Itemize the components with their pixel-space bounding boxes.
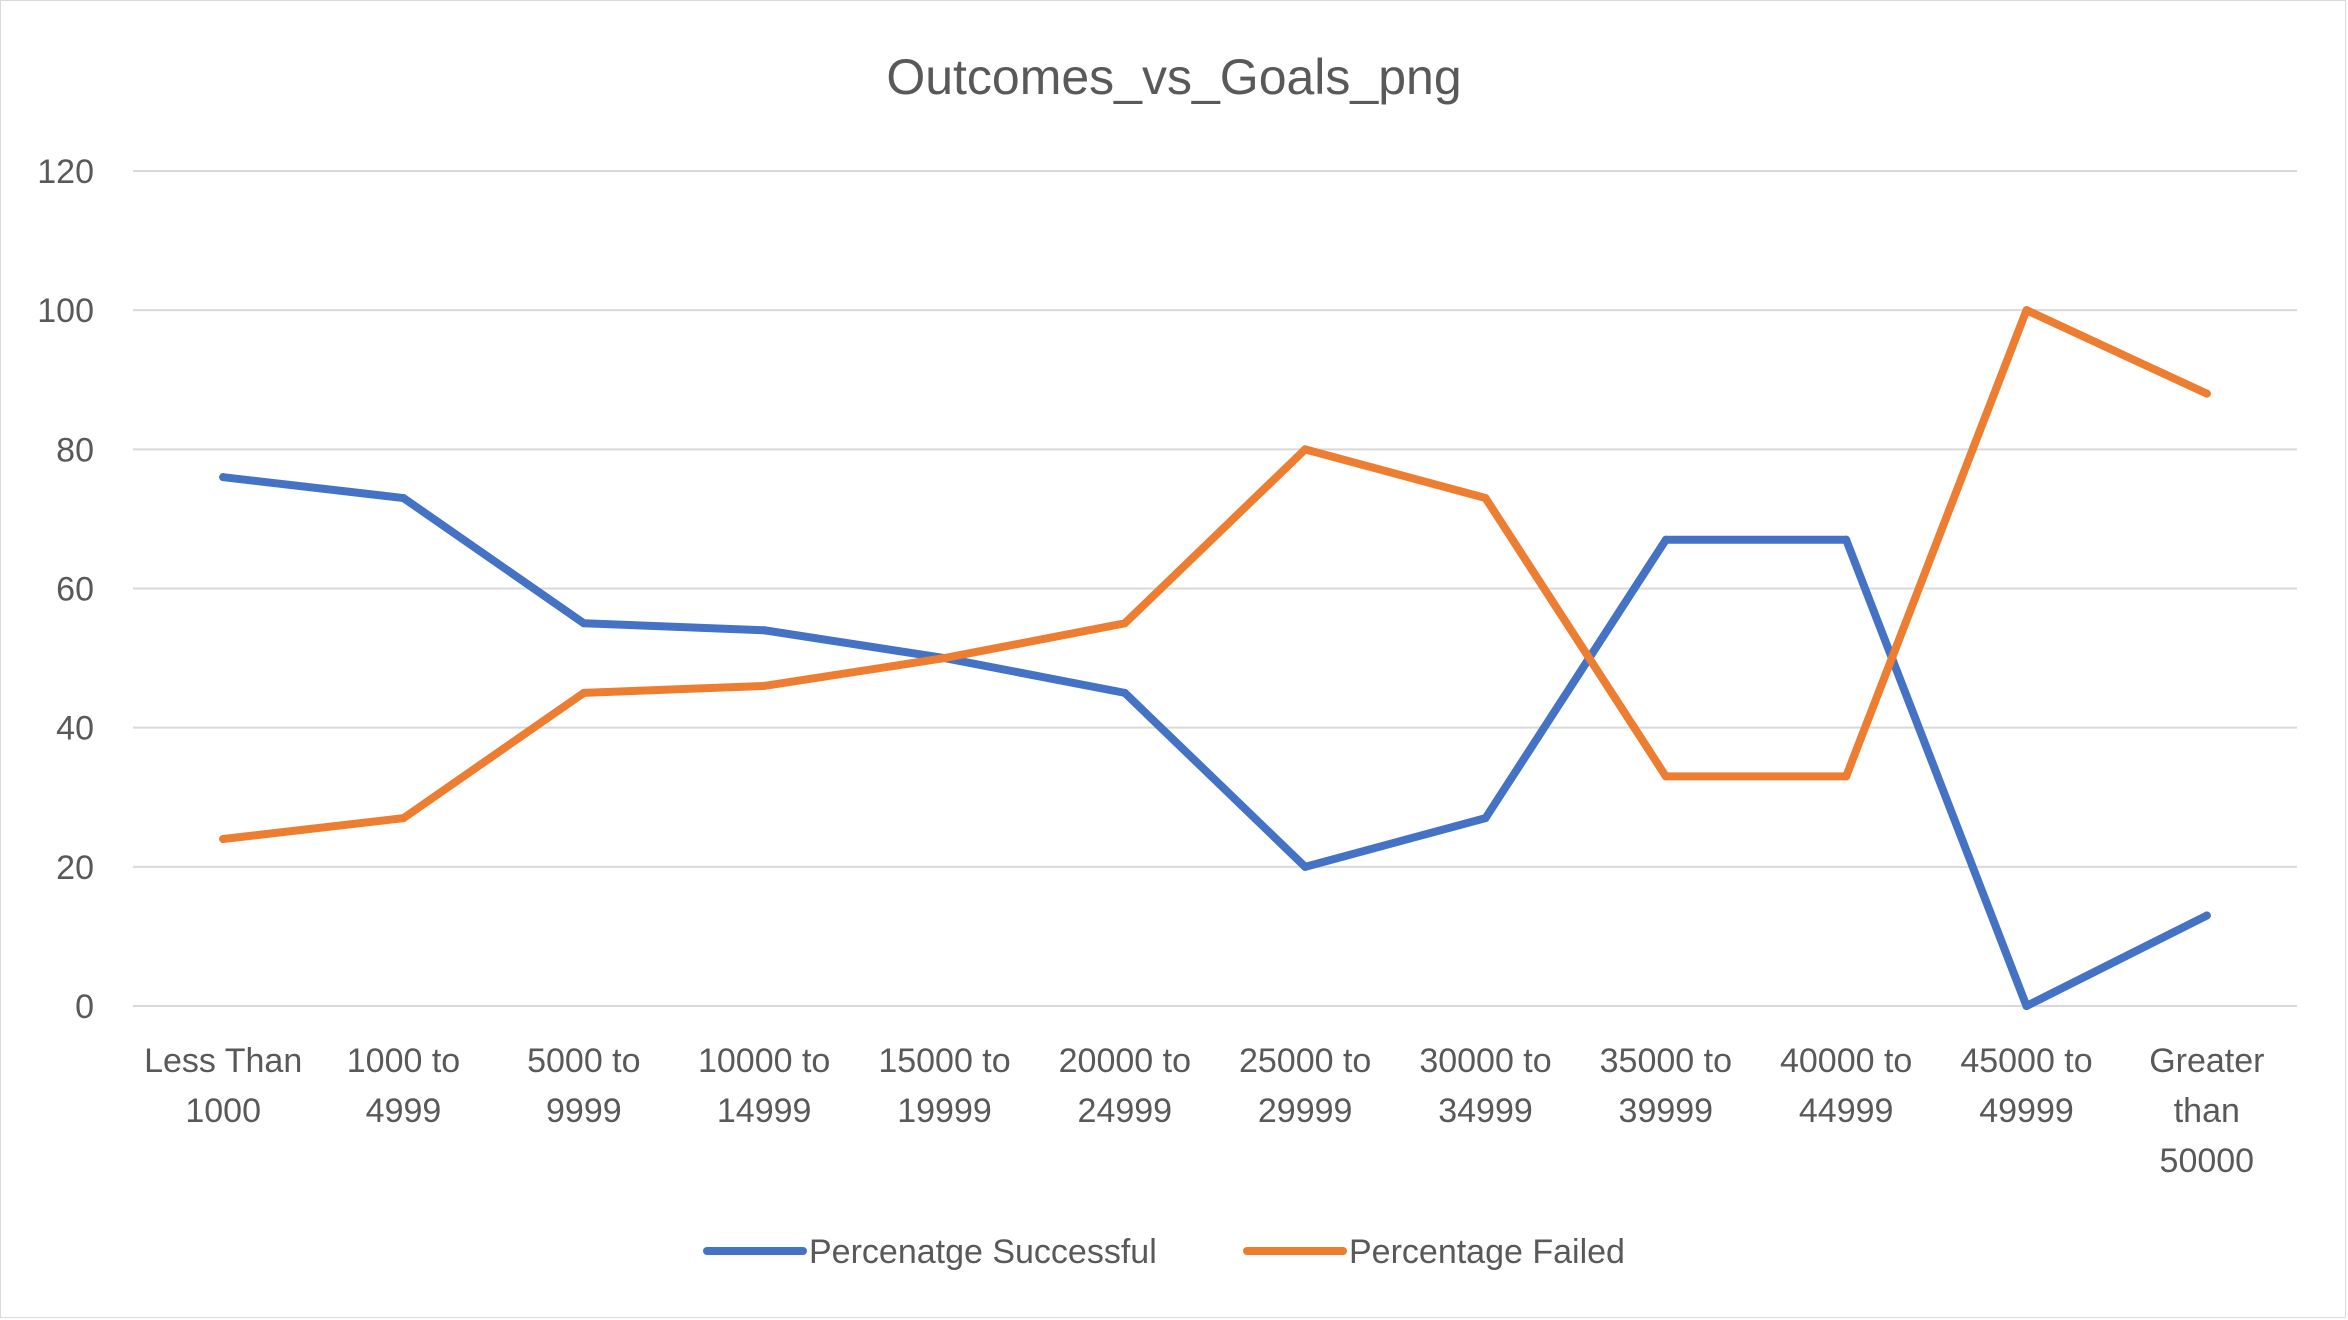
legend-label: Percentage Failed	[1349, 1233, 1625, 1271]
x-tick-label: 30000 to 34999	[1419, 1042, 1551, 1130]
y-tick-label: 20	[56, 849, 94, 887]
x-tick-label: 40000 to 44999	[1780, 1042, 1912, 1130]
x-tick-label: 25000 to 29999	[1239, 1042, 1371, 1130]
x-tick-label: 5000 to 9999	[527, 1042, 640, 1130]
x-tick-label-line: 35000 to	[1600, 1042, 1732, 1080]
x-tick-label-line: 49999	[1979, 1092, 2074, 1130]
data-point	[219, 835, 228, 843]
x-tick-label-line: 1000	[185, 1092, 261, 1130]
y-tick-label: 40	[56, 710, 94, 748]
data-point	[2022, 1002, 2031, 1010]
chart-title: Outcomes_vs_Goals_png	[886, 49, 1461, 105]
data-point	[1661, 535, 1670, 544]
series-line-1	[219, 306, 2211, 843]
data-point	[1120, 688, 1129, 697]
x-tick-label-line: 30000 to	[1419, 1042, 1551, 1080]
x-tick-label-line: 39999	[1619, 1092, 1714, 1130]
x-tick-label-line: 1000 to	[347, 1042, 460, 1080]
x-tick-label-line: 44999	[1799, 1092, 1894, 1130]
data-point	[760, 681, 769, 690]
y-tick-label: 0	[75, 988, 94, 1026]
x-tick-label-line: 19999	[897, 1092, 992, 1130]
data-point	[579, 688, 588, 697]
x-tick-label: 20000 to 24999	[1059, 1042, 1191, 1130]
data-point	[1120, 619, 1129, 628]
data-point	[1842, 535, 1851, 544]
x-tick-label: 10000 to 14999	[698, 1042, 830, 1130]
data-point	[2022, 306, 2031, 315]
data-point	[1481, 494, 1490, 503]
data-point	[399, 494, 408, 503]
y-tick-label: 120	[37, 153, 94, 191]
x-tick-label-line: 15000 to	[878, 1042, 1010, 1080]
x-tick-label: 45000 to 49999	[1960, 1042, 2092, 1130]
legend-label: Percenatge Successful	[809, 1233, 1157, 1271]
y-tick-label: 80	[56, 431, 94, 469]
data-point	[1301, 862, 1310, 871]
y-tick-label: 100	[37, 292, 94, 330]
x-tick-label-line: 9999	[546, 1092, 622, 1130]
x-tick-label-line: 40000 to	[1780, 1042, 1912, 1080]
x-tick-label: 1000 to 4999	[347, 1042, 460, 1130]
x-tick-label-line: 29999	[1258, 1092, 1353, 1130]
data-point	[1481, 814, 1490, 823]
data-point	[399, 814, 408, 823]
x-tick-label-line: Less Than	[144, 1042, 302, 1080]
legend: Percenatge Successful Percentage Failed	[703, 1233, 1625, 1271]
x-tick-label: 35000 to 39999	[1600, 1042, 1732, 1130]
data-point	[219, 473, 228, 482]
series-line-0	[219, 473, 2211, 1010]
x-tick-label: Greater than 50000	[2149, 1042, 2264, 1180]
x-tick-label-line: 5000 to	[527, 1042, 640, 1080]
x-tick-label-line: 4999	[366, 1092, 442, 1130]
gridlines	[133, 170, 2297, 1007]
x-tick-label-line: than	[2174, 1092, 2240, 1130]
x-tick-label-line: 20000 to	[1059, 1042, 1191, 1080]
x-tick-label-line: 34999	[1438, 1092, 1533, 1130]
data-point	[2202, 911, 2211, 920]
data-point	[1842, 772, 1851, 781]
y-axis-ticks: 0 20 40 60 80 100 120	[37, 153, 94, 1026]
x-axis-ticks: Less Than 1000 1000 to 4999 5000 to 9999 10000…	[144, 1042, 2264, 1180]
x-tick-label-line: 45000 to	[1960, 1042, 2092, 1080]
x-tick-label: Less Than 1000	[144, 1042, 302, 1130]
x-tick-label-line: 50000	[2160, 1142, 2255, 1180]
data-point	[940, 654, 949, 663]
data-point	[579, 619, 588, 628]
x-tick-label-line: Greater	[2149, 1042, 2264, 1080]
x-tick-label-line: 25000 to	[1239, 1042, 1371, 1080]
y-tick-label: 60	[56, 571, 94, 609]
data-point	[760, 626, 769, 635]
x-tick-label-line: 24999	[1078, 1092, 1173, 1130]
data-point	[1301, 445, 1310, 454]
x-tick-label-line: 14999	[717, 1092, 812, 1130]
x-tick-label: 15000 to 19999	[878, 1042, 1010, 1130]
data-point	[2202, 389, 2211, 398]
data-point	[1661, 772, 1670, 781]
series-lines	[219, 306, 2211, 1010]
x-tick-label-line: 10000 to	[698, 1042, 830, 1080]
